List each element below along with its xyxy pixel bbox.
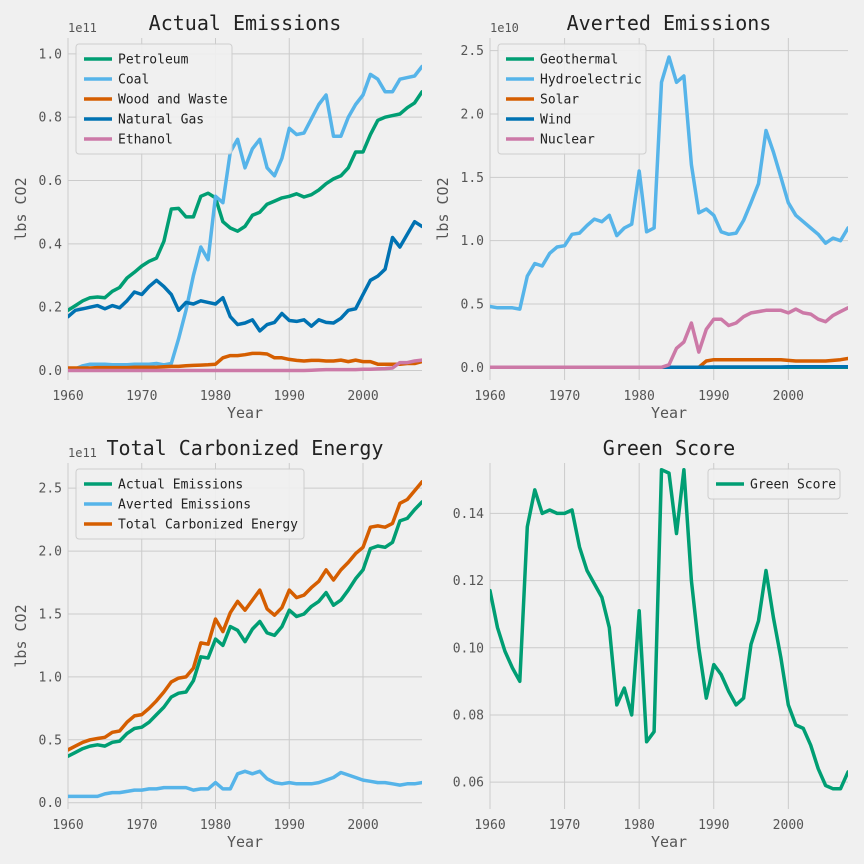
x-tick-label: 1970: [126, 818, 157, 833]
legend-entry: Total Carbonized Energy: [118, 518, 298, 533]
y-tick-label: 2.0: [461, 108, 484, 123]
series-line-green-score: [490, 467, 848, 791]
x-axis-label: Year: [227, 404, 263, 422]
y-tick-label: 1.0: [39, 47, 62, 62]
y-axis-label: lbs CO2: [12, 177, 30, 240]
legend-entry: Petroleum: [118, 53, 189, 68]
y-tick-label: 1.5: [461, 171, 484, 186]
legend-entry: Wind: [540, 113, 571, 128]
x-tick-label: 1990: [274, 818, 305, 833]
series-line-hydroelectric: [490, 55, 848, 311]
series-line-coal: [68, 64, 422, 372]
x-axis-label: Year: [227, 833, 263, 851]
x-tick-label: 1980: [200, 818, 231, 833]
x-tick-label: 1960: [52, 818, 83, 833]
series-line-averted-emissions: [68, 769, 422, 799]
legend-entry: Geothermal: [540, 53, 618, 68]
x-tick-label: 1960: [52, 389, 83, 404]
legend-box: [75, 468, 305, 540]
x-tick-label: 1990: [698, 818, 729, 833]
series-lines: [68, 480, 422, 799]
y-tick-label: 0.8: [39, 111, 62, 126]
legend-entry: Actual Emissions: [118, 478, 243, 493]
x-tick-label: 1960: [474, 389, 505, 404]
chart-panel-1: 1960 1970 1980 1990 2000 0.0 0.2 0.4 0.6 0.8 1.0 Ac…: [12, 11, 422, 422]
legend: Petroleum Coal Wood and Waste Natural Gas Et…: [75, 43, 233, 155]
x-tick-label: 1970: [126, 389, 157, 404]
y-tick-label: 0.14: [453, 507, 484, 522]
series-line-wood-and-waste: [68, 351, 422, 370]
y-tick-label: 1.5: [39, 607, 62, 622]
legend-box: [707, 468, 841, 500]
chart-title: Green Score: [603, 436, 735, 460]
y-tick-label: 0.4: [39, 237, 63, 252]
y-tick-label: 0.5: [39, 733, 62, 748]
series-line-total-carbonized-energy: [68, 480, 422, 752]
x-tick-label: 1980: [200, 389, 231, 404]
chart-title: Total Carbonized Energy: [107, 436, 384, 460]
x-tick-label: 1980: [624, 818, 655, 833]
x-tick-label: 2000: [347, 389, 378, 404]
chart-title: Averted Emissions: [567, 11, 772, 35]
series-lines: [490, 467, 848, 791]
legend-entry: Averted Emissions: [118, 498, 251, 513]
series-line-ethanol: [68, 358, 422, 373]
y-tick-label: 0.10: [453, 641, 484, 656]
x-tick-label: 2000: [773, 389, 804, 404]
legend-entry: Nuclear: [540, 133, 595, 148]
x-tick-label: 2000: [773, 818, 804, 833]
y-tick-label: 0.2: [39, 301, 62, 316]
x-tick-label: 1980: [624, 389, 655, 404]
y-tick-label: 2.5: [39, 482, 62, 497]
x-axis-label: Year: [651, 833, 687, 851]
chart-panel-2: 1960 1970 1980 1990 2000 0.0 0.5 1.0 1.5 2.0 2.5 Av…: [434, 11, 848, 422]
chart-title: Actual Emissions: [149, 11, 342, 35]
legend: Green Score: [707, 468, 841, 500]
y-tick-label: 0.0: [39, 364, 62, 379]
y-tick-label: 0.12: [453, 574, 484, 589]
legend-entry: Solar: [540, 93, 579, 108]
legend: Geothermal Hydroelectric Solar Wind Nuclear: [497, 43, 647, 155]
legend-box: [75, 43, 233, 155]
y-tick-label: 1.0: [461, 234, 484, 249]
series-line-natural-gas: [68, 219, 422, 333]
y-axis-label: lbs CO2: [434, 177, 452, 240]
axis-offset-label: 1e11: [68, 21, 97, 35]
y-tick-label: 0.0: [461, 361, 484, 376]
y-tick-label: 0.6: [39, 174, 62, 189]
series-lines: [68, 64, 422, 373]
legend-entry: Ethanol: [118, 133, 173, 148]
legend-entry: Green Score: [750, 478, 836, 493]
y-axis-label: lbs CO2: [12, 604, 30, 667]
legend-box: [497, 43, 647, 155]
y-tick-label: 0.0: [39, 796, 62, 811]
x-axis-label: Year: [651, 404, 687, 422]
legend-entry: Coal: [118, 73, 149, 88]
y-tick-label: 0.08: [453, 708, 484, 723]
legend-entry: Hydroelectric: [540, 73, 642, 88]
x-tick-label: 1970: [549, 818, 580, 833]
x-tick-label: 2000: [347, 818, 378, 833]
x-tick-label: 1990: [698, 389, 729, 404]
y-tick-label: 0.06: [453, 776, 484, 791]
series-line-petroleum: [68, 90, 422, 313]
legend-entry: Natural Gas: [118, 113, 204, 128]
axis-offset-label: 1e10: [490, 21, 519, 35]
y-tick-label: 0.5: [461, 298, 484, 313]
legend: Actual Emissions Averted Emissions Total C…: [75, 468, 305, 540]
x-tick-label: 1970: [549, 389, 580, 404]
series-line-actual-emissions: [68, 500, 422, 758]
series-line-nuclear: [490, 306, 848, 370]
x-tick-label: 1990: [274, 389, 305, 404]
legend-entry: Wood and Waste: [118, 93, 228, 108]
x-tick-label: 1960: [474, 818, 505, 833]
y-tick-label: 2.0: [39, 545, 62, 560]
chart-panel-4: 1960 1970 1980 1990 2000 0.06 0.08 0.10 0.12 0.14…: [453, 436, 848, 851]
y-tick-label: 1.0: [39, 670, 62, 685]
series-lines: [490, 55, 848, 370]
y-tick-label: 2.5: [461, 44, 484, 59]
axis-offset-label: 1e11: [68, 446, 97, 460]
chart-panel-3: 1960 1970 1980 1990 2000 0.0 0.5 1.0 1.5 2.0 2.5 To…: [12, 436, 422, 851]
